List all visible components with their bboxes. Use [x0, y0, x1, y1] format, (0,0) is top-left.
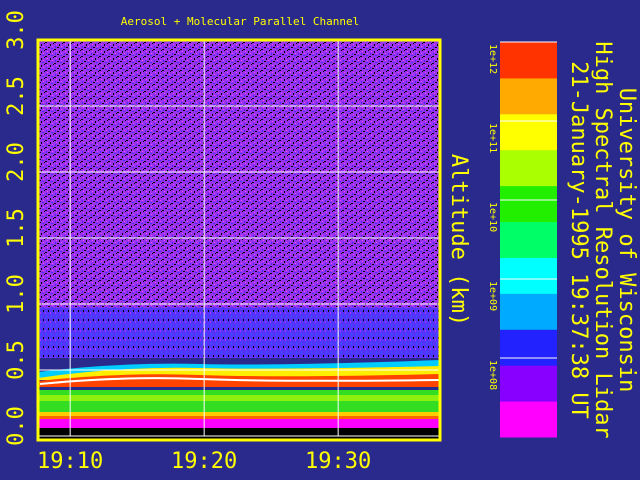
colorbar-segment — [500, 221, 557, 258]
y-tick-label: 0.5 — [4, 340, 29, 380]
side-text: University of Wisconsin — [614, 88, 639, 393]
colorbar-tick-label: 1e+09 — [487, 281, 498, 311]
colorbar-tick-label: 1e+12 — [487, 44, 498, 74]
colorbar-tick-label: 1e+08 — [487, 360, 498, 390]
plot-image — [38, 40, 441, 440]
y-tick-label: 0.0 — [4, 406, 29, 446]
colorbar-segment — [500, 365, 557, 402]
chart-title: Aerosol + Molecular Parallel Channel — [121, 15, 359, 28]
x-tick-label: 19:10 — [37, 449, 103, 474]
y-tick-label: 1.0 — [4, 274, 29, 314]
colorbar-segment — [500, 401, 557, 438]
colorbar-segment — [500, 113, 557, 151]
colorbar-segment — [500, 42, 557, 79]
plot-frame — [36, 38, 442, 442]
colorbar-segment — [500, 149, 557, 187]
colorbar-segment — [500, 185, 557, 223]
side-text: 21-January-1995 19:37:38 UT — [566, 61, 591, 419]
colorbar-tick-label: 1e+11 — [487, 123, 498, 153]
colorbar-tick-label: 1e+10 — [487, 202, 498, 232]
y-tick-label: 2.0 — [4, 142, 29, 182]
y-tick-label: 3.0 — [4, 10, 29, 50]
x-tick-label: 19:30 — [305, 449, 371, 474]
colorbar-segment — [500, 293, 557, 330]
colorbar-segment — [500, 77, 557, 115]
colorbar-segment — [500, 329, 557, 366]
y-axis-label: Altitude (km) — [446, 154, 471, 326]
colorbar-segment — [500, 257, 557, 294]
x-tick-label: 19:20 — [171, 449, 237, 474]
y-tick-label: 1.5 — [4, 208, 29, 248]
side-text: High Spectral Resolution Lidar — [590, 41, 615, 438]
y-tick-label: 2.5 — [4, 76, 29, 116]
